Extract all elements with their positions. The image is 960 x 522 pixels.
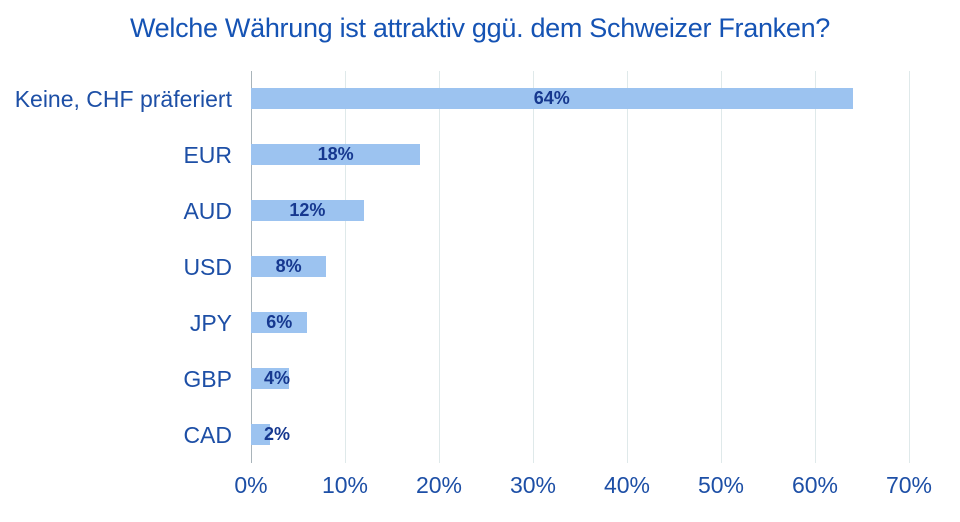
value-label: 4% (263, 368, 290, 388)
value-label: 18% (317, 144, 354, 164)
category-label: EUR (183, 141, 232, 168)
x-tick-label: 30% (509, 472, 557, 498)
x-tick-label: 10% (321, 472, 369, 498)
value-label: 2% (263, 424, 290, 444)
x-tick-label: 50% (697, 472, 745, 498)
bar-row: Keine, CHF präferiert 64% (0, 71, 960, 127)
gridline (909, 71, 910, 463)
bar: 2% (251, 424, 290, 445)
bar: 8% (251, 256, 327, 277)
gridline (345, 71, 346, 463)
gridline (815, 71, 816, 463)
gridline (533, 71, 534, 463)
category-label: CAD (183, 421, 232, 448)
bar: 12% (251, 200, 364, 221)
gridline (627, 71, 628, 463)
bar-row: EUR 18% (0, 127, 960, 183)
x-axis: 0% 10% 20% 30% 40% 50% 60% 70% (0, 472, 960, 506)
value-label: 12% (289, 200, 326, 220)
bar: 4% (251, 368, 290, 389)
value-label: 64% (533, 88, 570, 108)
bar: 64% (251, 88, 853, 109)
value-label: 6% (266, 312, 293, 332)
value-label: 8% (275, 256, 302, 276)
chart-title: Welche Währung ist attraktiv ggü. dem Sc… (129, 13, 831, 43)
bar-row: CAD 2% (0, 407, 960, 463)
gridline (721, 71, 722, 463)
category-label: Keine, CHF präferiert (14, 85, 232, 112)
x-tick-label: 70% (885, 472, 933, 498)
bar-row: USD 8% (0, 239, 960, 295)
category-label: JPY (189, 309, 232, 336)
category-label: USD (183, 253, 232, 280)
x-tick-label: 40% (603, 472, 651, 498)
bar-row: JPY 6% (0, 295, 960, 351)
bar-row: AUD 12% (0, 183, 960, 239)
bar: 18% (251, 144, 421, 165)
x-tick-label: 20% (415, 472, 463, 498)
bar-row: GBP 4% (0, 351, 960, 407)
category-label: AUD (183, 197, 232, 224)
x-tick-label: 0% (234, 472, 268, 498)
x-tick-label: 60% (791, 472, 839, 498)
category-label: GBP (183, 365, 232, 392)
bar: 6% (251, 312, 308, 333)
gridline (439, 71, 440, 463)
